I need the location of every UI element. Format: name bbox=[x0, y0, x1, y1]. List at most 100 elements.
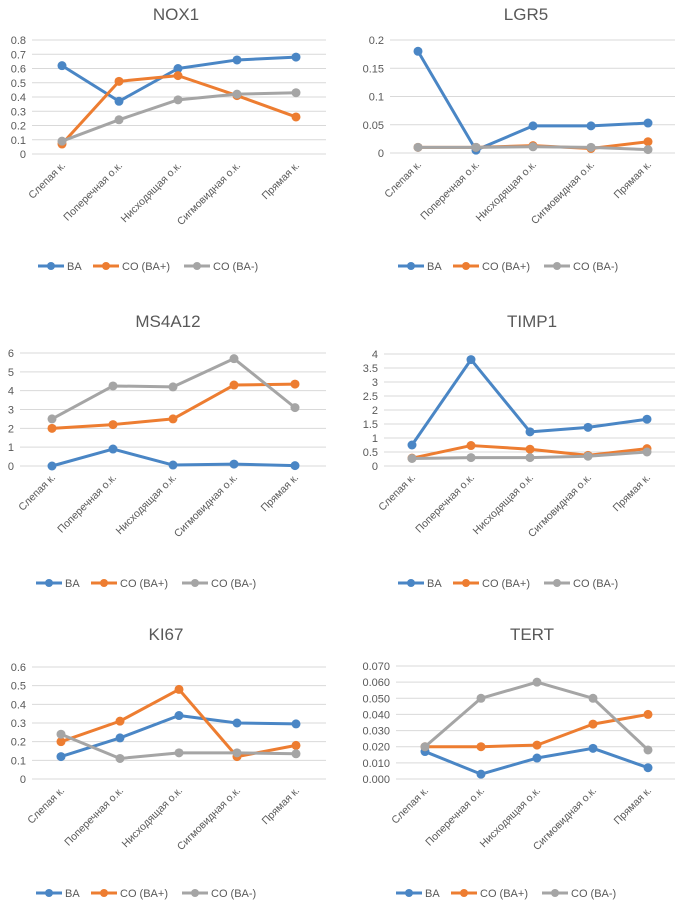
legend-label: CO (BA+) bbox=[120, 578, 168, 590]
chart-title: TERT bbox=[510, 625, 554, 644]
data-point bbox=[291, 719, 301, 729]
x-category-label: Поперечная о.к. bbox=[62, 785, 126, 849]
y-tick-label: 1 bbox=[8, 442, 14, 454]
data-point bbox=[420, 742, 430, 752]
y-tick-label: 5 bbox=[8, 367, 14, 379]
data-point bbox=[413, 142, 423, 152]
data-point bbox=[232, 55, 242, 65]
legend-marker-icon bbox=[407, 579, 415, 587]
chart-title: TIMP1 bbox=[507, 312, 557, 331]
x-category-label: Прямая к. bbox=[260, 160, 303, 203]
y-tick-label: 0.5 bbox=[11, 681, 26, 693]
legend-item: CO (BA-) bbox=[184, 261, 258, 273]
data-point bbox=[476, 742, 486, 752]
data-point bbox=[586, 121, 596, 131]
data-point bbox=[114, 96, 124, 106]
x-category-label: Поперечная о.к. bbox=[413, 472, 477, 536]
y-tick-label: 0.010 bbox=[362, 758, 390, 770]
data-point bbox=[290, 461, 300, 471]
data-point bbox=[413, 46, 423, 56]
data-point bbox=[291, 740, 301, 750]
x-category-label: Нисходящая о.к. bbox=[474, 159, 539, 224]
legend-item: BA bbox=[398, 578, 442, 590]
data-point bbox=[643, 145, 653, 155]
legend-marker-icon bbox=[100, 579, 108, 587]
series-ba bbox=[56, 711, 301, 762]
data-point bbox=[232, 748, 242, 758]
series-co-ba bbox=[47, 379, 300, 433]
legend-label: BA bbox=[65, 578, 80, 590]
x-category-label: Поперечная о.к. bbox=[61, 160, 125, 224]
data-point bbox=[108, 420, 118, 430]
data-point bbox=[407, 453, 417, 463]
legend-marker-icon bbox=[102, 262, 110, 270]
data-point bbox=[528, 121, 538, 131]
legend-item: BA bbox=[38, 261, 82, 273]
chart-ms4a12: MS4A12 0 1 2 3 4 5 6 Слепая к.Поперечная о.к.Нис… bbox=[8, 312, 326, 590]
legend-label: CO (BA+) bbox=[120, 888, 168, 900]
data-point bbox=[115, 753, 125, 763]
legend-label: BA bbox=[427, 261, 442, 273]
data-point bbox=[173, 95, 183, 105]
y-tick-label: 3 bbox=[8, 405, 14, 417]
chart-ki67: KI67 0 0.1 0.2 0.3 0.4 0.5 0.6 Слепая к.Поперечн… bbox=[11, 625, 326, 900]
series-co-ba bbox=[47, 354, 300, 424]
y-tick-label: 0.4 bbox=[11, 699, 26, 711]
data-point bbox=[588, 693, 598, 703]
y-tick-label: 3.5 bbox=[363, 363, 378, 375]
legend-label: BA bbox=[67, 261, 82, 273]
legend-item: CO (BA+) bbox=[453, 261, 530, 273]
x-category-label: Нисходящая о.к. bbox=[119, 160, 184, 225]
legend-label: CO (BA-) bbox=[211, 578, 256, 590]
data-point bbox=[168, 460, 178, 470]
y-tick-label: 0.3 bbox=[11, 106, 26, 118]
legend-label: CO (BA-) bbox=[571, 888, 616, 900]
data-point bbox=[229, 354, 239, 364]
data-point bbox=[525, 427, 535, 437]
data-point bbox=[643, 763, 653, 773]
y-tick-label: 2 bbox=[8, 423, 14, 435]
series-ba bbox=[413, 46, 653, 155]
series-co-ba bbox=[413, 142, 653, 155]
x-category-label: Прямая к. bbox=[260, 785, 303, 828]
y-tick-label: 0.030 bbox=[362, 726, 390, 738]
data-point bbox=[57, 61, 67, 71]
data-point bbox=[588, 743, 598, 753]
x-category-label: Прямая к. bbox=[612, 785, 655, 828]
series-line bbox=[424, 680, 650, 752]
legend-marker-icon bbox=[462, 579, 470, 587]
legend-marker-icon bbox=[407, 262, 415, 270]
data-point bbox=[56, 752, 66, 762]
data-point bbox=[47, 423, 57, 433]
x-category-label: Прямая к. bbox=[611, 472, 654, 515]
data-point bbox=[466, 355, 476, 365]
data-point bbox=[586, 142, 596, 152]
data-point bbox=[174, 684, 184, 694]
data-point bbox=[174, 748, 184, 758]
data-point bbox=[583, 451, 593, 461]
data-point bbox=[56, 729, 66, 739]
data-point bbox=[232, 89, 242, 99]
y-tick-label: 0.2 bbox=[369, 35, 384, 47]
chart-tert: TERT 0.000 0.010 0.020 0.030 0.040 0.050 0.060 0… bbox=[362, 625, 675, 900]
y-tick-label: 2 bbox=[372, 405, 378, 417]
data-point bbox=[643, 745, 653, 755]
y-tick-label: 2.5 bbox=[363, 391, 378, 403]
data-point bbox=[532, 740, 542, 750]
y-tick-label: 0.2 bbox=[11, 737, 26, 749]
legend-marker-icon bbox=[45, 889, 53, 897]
legend-marker-icon bbox=[191, 579, 199, 587]
x-category-label: Сигмовидная о.к. bbox=[172, 472, 240, 540]
data-point bbox=[108, 381, 118, 391]
data-point bbox=[47, 414, 57, 424]
x-category-label: Нисходящая о.к. bbox=[478, 785, 543, 850]
data-point bbox=[291, 52, 301, 62]
data-point bbox=[114, 76, 124, 86]
legend-item: CO (BA-) bbox=[542, 888, 616, 900]
legend-label: CO (BA+) bbox=[122, 261, 170, 273]
data-point bbox=[643, 118, 653, 128]
y-tick-label: 1.5 bbox=[363, 419, 378, 431]
data-point bbox=[642, 447, 652, 457]
data-point bbox=[476, 693, 486, 703]
